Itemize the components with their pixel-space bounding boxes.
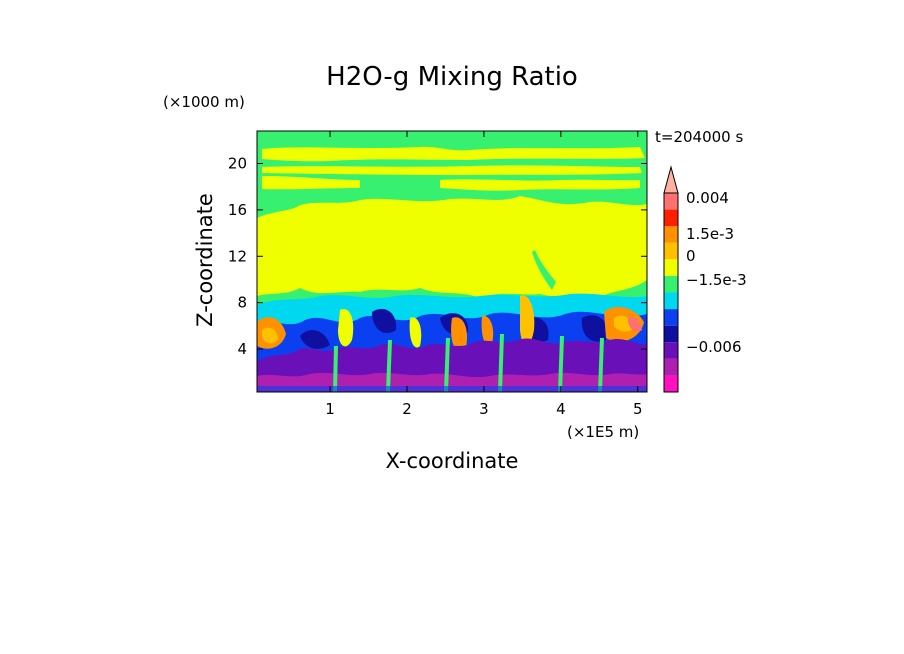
colorbar-label-2: 0 [686,247,696,265]
time-label: t=204000 s [655,128,743,146]
colorbar-swatch-2 [664,342,678,359]
x-tick-label-0: 1 [325,400,335,418]
x-tick-label-2: 3 [479,400,489,418]
colorbar-swatch-7 [664,259,678,276]
y-tick-label-1: 8 [237,294,247,312]
y-tick-label-0: 4 [237,340,247,358]
x-tick-label-4: 5 [633,400,643,418]
y-unit-label: (×1000 m) [163,93,245,111]
y-tick-label-2: 12 [228,247,247,265]
field-main-yellow [257,196,647,298]
colorbar-swatch-10 [664,209,678,227]
colorbar-label-4: −0.006 [686,338,742,356]
colorbar-swatch-6 [664,275,678,293]
colorbar-swatch-1 [664,358,678,376]
colorbar-label-1: 1.5e-3 [686,225,734,243]
colorbar-swatch-8 [664,242,678,260]
field-yelloworange-left [262,327,278,344]
colorbar-label-3: −1.5e-3 [686,271,747,289]
field-orange-plumes-mid [451,315,494,352]
x-tick-label-3: 4 [556,400,566,418]
colorbar-swatch-3 [664,325,678,343]
colorbar-swatch-4 [664,309,678,326]
x-unit-label: (×1E5 m) [567,423,639,441]
x-axis-title: X-coordinate [386,449,519,473]
field-band-upper-2 [262,165,642,175]
colorbar-swatch-9 [664,226,678,243]
field-tall-plume [520,295,535,346]
x-tick-label-1: 2 [402,400,412,418]
field-green-plumes [333,334,604,392]
contour-field [257,131,647,392]
field-yellow-plumes [338,309,422,348]
field-band-upper-1 [262,146,645,162]
colorbar-frame [663,192,679,393]
y-axis-title: Z-coordinate [193,193,217,327]
colorbar: 0.004 1.5e-3 0 −1.5e-3 −0.006 [663,165,747,393]
y-tick-label-4: 20 [228,154,247,172]
field-ground-strip [257,386,647,392]
chart-title: H2O-g Mixing Ratio [326,62,578,92]
plot-frame [256,130,648,393]
colorbar-label-0: 0.004 [686,189,729,207]
field-pink-patch [628,316,642,332]
field-band-upper-3 [262,176,640,191]
field-green-filament [532,250,556,290]
y-tick-label-3: 16 [228,201,247,219]
colorbar-triangle [663,165,679,194]
colorbar-swatch-11 [664,193,678,210]
colorbar-swatch-5 [664,292,678,310]
colorbar-swatch-0 [664,375,678,392]
